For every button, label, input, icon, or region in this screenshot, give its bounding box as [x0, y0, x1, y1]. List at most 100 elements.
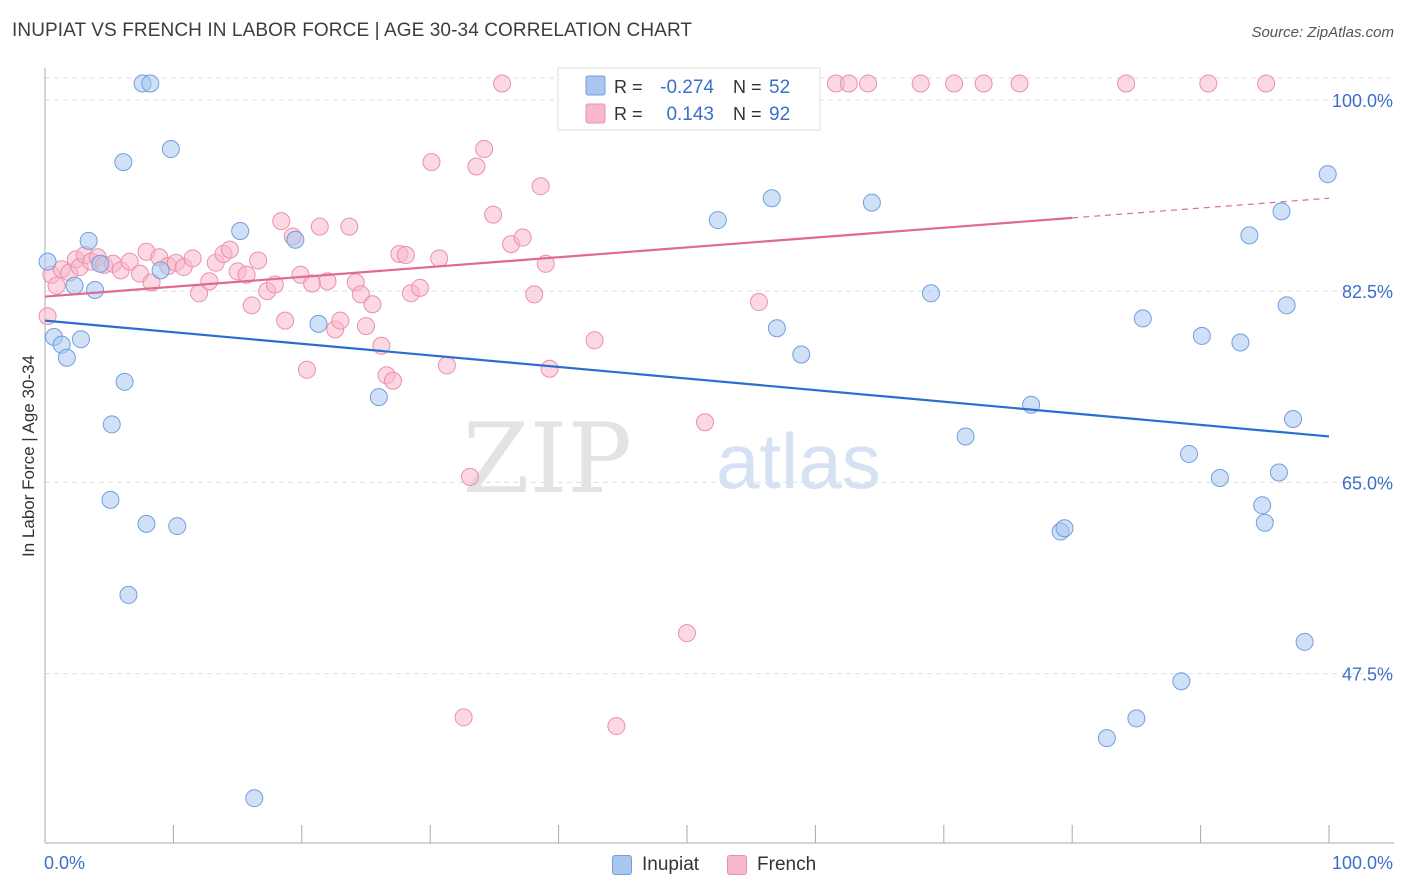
- inupiat-point: [1255, 513, 1274, 532]
- legend-label-inupiat: Inupiat: [642, 854, 700, 875]
- inupiat-points: [38, 74, 1337, 808]
- inupiat-point: [1210, 468, 1229, 487]
- source-label: Source: ZipAtlas.com: [1251, 24, 1394, 41]
- legend-item-inupiat[interactable]: Inupiat: [612, 854, 699, 876]
- inupiat-point: [86, 281, 105, 300]
- french-point: [513, 228, 532, 247]
- y-tick-label: 82.5%: [1342, 282, 1393, 302]
- french-point: [249, 251, 268, 270]
- inupiat-swatch: [612, 855, 632, 875]
- inupiat-point: [921, 284, 940, 303]
- legend-label-french: French: [757, 854, 817, 875]
- inupiat-point: [1055, 519, 1074, 538]
- inupiat-r-label: R =: [614, 77, 643, 97]
- french-point: [351, 285, 370, 304]
- inupiat-point: [862, 193, 881, 212]
- french-point: [357, 317, 375, 336]
- french-point: [475, 140, 494, 159]
- chart-title: INUPIAT VS FRENCH IN LABOR FORCE | AGE 3…: [12, 20, 693, 41]
- french-point: [525, 285, 544, 304]
- french-point: [120, 252, 139, 271]
- inupiat-point: [1127, 709, 1146, 728]
- inupiat-point: [161, 140, 180, 159]
- inupiat-point: [309, 314, 328, 333]
- french-point: [749, 293, 768, 312]
- y-tick-label: 65.0%: [1342, 473, 1393, 493]
- inupiat-point: [71, 330, 90, 349]
- x-tick-label-max: 100.0%: [1332, 853, 1393, 873]
- inupiat-point: [137, 514, 156, 533]
- french-point: [467, 157, 486, 176]
- y-tick-label: 47.5%: [1342, 665, 1393, 685]
- french-point: [410, 278, 429, 297]
- french-point: [945, 74, 964, 93]
- french-n-label: N =: [733, 104, 762, 124]
- inupiat-point: [1272, 202, 1291, 221]
- french-point: [607, 717, 626, 736]
- inupiat-point: [767, 319, 786, 338]
- french-point: [396, 246, 415, 265]
- inupiat-point: [1172, 672, 1191, 691]
- french-point: [678, 624, 696, 643]
- inupiat-point: [101, 490, 120, 509]
- french-point: [310, 217, 329, 236]
- french-point: [839, 74, 858, 93]
- grid-lines: [45, 77, 1394, 675]
- french-point: [911, 74, 930, 93]
- inupiat-stats-swatch: [585, 75, 606, 96]
- stats-legend-box: R = -0.274 N = 52 R = 0.143 N = 92: [557, 67, 821, 131]
- french-point: [540, 359, 559, 378]
- french-swatch: [727, 855, 748, 875]
- french-point: [363, 295, 382, 314]
- french-point: [437, 356, 456, 375]
- french-point: [272, 212, 291, 231]
- french-point: [484, 205, 503, 224]
- inupiat-point: [65, 276, 84, 295]
- french-n-value: 92: [769, 104, 790, 125]
- french-point: [695, 413, 714, 432]
- legend-item-french[interactable]: French: [727, 854, 816, 876]
- inupiat-point: [762, 189, 781, 208]
- inupiat-point: [1284, 409, 1303, 428]
- french-point: [297, 360, 316, 379]
- french-point: [276, 311, 295, 330]
- inupiat-point: [119, 585, 138, 604]
- french-points: [38, 74, 1276, 736]
- inupiat-point: [1269, 463, 1288, 482]
- french-point: [1010, 74, 1029, 93]
- inupiat-point: [231, 222, 250, 240]
- y-tick-label: 100.0%: [1332, 91, 1393, 111]
- trend-lines: [44, 197, 1330, 438]
- watermark-zip: ZIP: [463, 403, 632, 515]
- inupiat-point: [1318, 165, 1337, 184]
- french-point: [1117, 74, 1136, 93]
- inupiat-point: [1253, 496, 1272, 515]
- french-point: [422, 153, 441, 172]
- inupiat-point: [38, 252, 57, 271]
- inupiat-point: [115, 372, 134, 391]
- inupiat-point: [1240, 226, 1259, 245]
- inupiat-point: [245, 789, 264, 808]
- french-stats-swatch: [585, 103, 606, 124]
- french-point: [340, 217, 359, 236]
- french-point: [585, 331, 604, 350]
- french-point: [200, 272, 219, 291]
- inupiat-point: [57, 348, 76, 367]
- inupiat-n-label: N =: [733, 77, 762, 97]
- watermark: ZIP atlas: [463, 403, 881, 515]
- inupiat-point: [1231, 333, 1250, 352]
- axes: [44, 68, 1394, 844]
- french-point: [493, 74, 512, 93]
- french-point: [461, 467, 480, 486]
- inupiat-point: [1295, 632, 1314, 651]
- inupiat-r-value: -0.274: [660, 77, 714, 98]
- french-point: [237, 265, 256, 284]
- inupiat-point: [102, 415, 121, 434]
- french-point: [331, 311, 350, 330]
- inupiat-point: [1097, 729, 1116, 748]
- inupiat-point: [792, 345, 811, 364]
- french-point: [142, 273, 161, 292]
- inupiat-n-value: 52: [769, 77, 790, 98]
- inupiat-point: [708, 211, 727, 230]
